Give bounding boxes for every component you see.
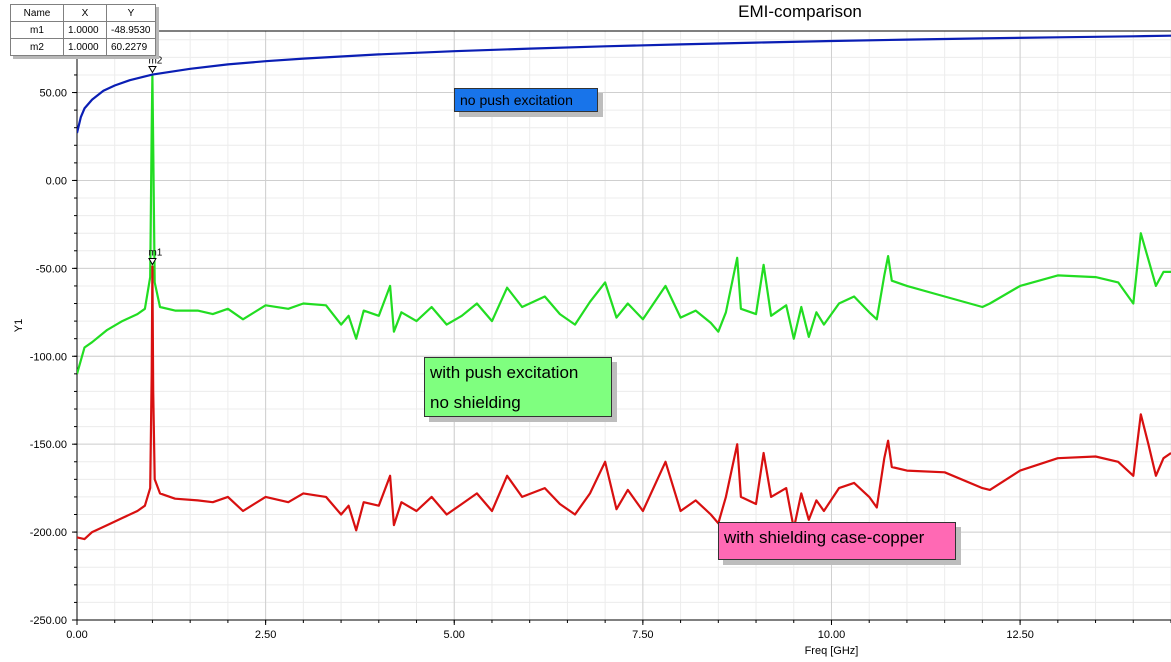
annotation-line: no shielding (430, 393, 521, 412)
y-tick-label: -200.00 (30, 527, 67, 539)
annotation-push-no-shielding: with push excitation no shielding (424, 357, 612, 417)
marker-table-header-name: Name (10, 4, 64, 22)
annotation-shielding-copper: with shielding case-copper (718, 522, 956, 560)
marker-table-header: Name X Y (10, 4, 156, 22)
marker-table-row: m1 1.0000 -48.9530 (10, 21, 156, 39)
y-tick-label: -150.00 (30, 439, 67, 451)
marker-table-cell: m1 (10, 21, 64, 39)
x-tick-label: 5.00 (444, 629, 465, 641)
marker-triangle-icon (148, 258, 157, 266)
marker-triangle-icon (148, 66, 157, 74)
x-tick-label: 12.50 (1006, 629, 1034, 641)
chart-title: EMI-comparison (738, 2, 862, 21)
series-lines (77, 34, 1171, 541)
annotation-line: with push excitation (430, 363, 579, 382)
y-tick-label: 0.00 (46, 175, 67, 187)
series-line-red (77, 265, 1171, 541)
marker-table-cell: 1.0000 (63, 21, 107, 39)
y-axis-label: Y1 (13, 319, 25, 332)
marker-table-cell: 1.0000 (63, 38, 107, 56)
y-tick-label: -100.00 (30, 351, 67, 363)
marker-table-row: m2 1.0000 60.2279 (10, 38, 156, 56)
plot-background (77, 31, 1171, 620)
x-axis-label: Freq [GHz] (805, 645, 859, 657)
marker-table-header-y: Y (106, 4, 156, 22)
annotation-no-push-excitation: no push excitation (454, 88, 598, 112)
y-tick-label: -50.00 (36, 263, 67, 275)
marker-label: m2 (148, 56, 162, 67)
x-tick-label: 0.00 (66, 629, 87, 641)
x-tick-label: 2.50 (255, 629, 276, 641)
marker-label: m1 (148, 248, 162, 259)
marker-table-header-x: X (63, 4, 107, 22)
series-line-blue (77, 34, 1171, 134)
x-tick-label: 10.00 (818, 629, 846, 641)
grid (76, 31, 1171, 621)
markers: m1 m2 (148, 56, 163, 266)
marker-table-cell: -48.9530 (106, 21, 156, 39)
y-tick-label: 50.00 (39, 88, 67, 100)
series-line-green (77, 73, 1171, 375)
marker-table-cell: 60.2279 (106, 38, 156, 56)
axes: 0.00 2.50 5.00 7.50 10.00 12.50 50.00 0.00 -50.0… (13, 30, 1171, 657)
y-tick-label: -250.00 (30, 615, 67, 627)
marker-table-cell: m2 (10, 38, 64, 56)
x-tick-label: 7.50 (632, 629, 653, 641)
marker-table: Name X Y m1 1.0000 -48.9530 m2 1.0000 60… (10, 4, 156, 56)
